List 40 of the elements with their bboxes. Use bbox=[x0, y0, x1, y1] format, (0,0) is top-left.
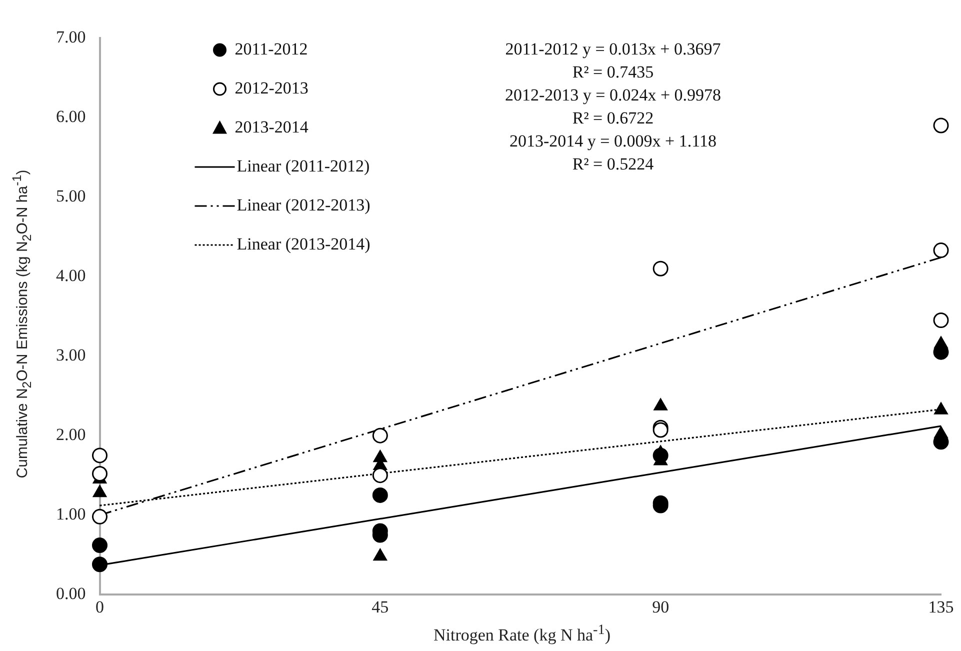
y-tick-label: 2.00 bbox=[56, 425, 86, 444]
y-tick-label: 1.00 bbox=[56, 504, 86, 524]
y-tick-label: 4.00 bbox=[56, 266, 86, 286]
legend-label: Linear (2012-2013) bbox=[236, 195, 370, 214]
x-axis-title: Nitrogen Rate (kg N ha$^{-1}$) bbox=[433, 622, 611, 646]
y-tick-label: 6.00 bbox=[56, 106, 86, 126]
point bbox=[372, 487, 388, 503]
point bbox=[373, 548, 387, 561]
point bbox=[92, 466, 108, 482]
point bbox=[652, 260, 668, 276]
x-tick-label: 90 bbox=[652, 597, 670, 616]
legend-label: 2012-2013 bbox=[234, 78, 308, 98]
annotation: R² = 0.6722 bbox=[572, 108, 654, 128]
point bbox=[92, 556, 108, 572]
point bbox=[92, 508, 108, 524]
legend-label: 2011-2012 bbox=[234, 39, 308, 58]
annotation: 2011-2012 y = 0.013x + 0.3697 bbox=[505, 39, 722, 58]
y-tick-label: 0.00 bbox=[56, 584, 86, 604]
legend-label: 2013-2014 bbox=[234, 117, 309, 136]
point bbox=[652, 448, 668, 464]
annotation: 2012-2013 y = 0.024x + 0.9978 bbox=[504, 85, 722, 104]
y-tick-label: 5.00 bbox=[56, 186, 86, 206]
legend-label: Linear (2011-2012) bbox=[236, 156, 370, 176]
point bbox=[933, 312, 949, 328]
x-tick-label: 135 bbox=[928, 597, 954, 616]
annotation: R² = 0.5224 bbox=[572, 154, 654, 174]
point bbox=[933, 118, 949, 134]
point bbox=[92, 538, 108, 554]
annotation: 2013-2014 y = 0.009x + 1.118 bbox=[510, 131, 716, 150]
x-tick-label: 0 bbox=[96, 597, 104, 616]
point bbox=[372, 428, 388, 444]
point bbox=[933, 242, 949, 258]
point bbox=[92, 448, 108, 464]
legend-label: Linear (2013-2014) bbox=[236, 234, 370, 254]
point bbox=[372, 468, 388, 484]
point bbox=[92, 485, 107, 498]
x-tick-label: 45 bbox=[372, 597, 389, 616]
y-tick-label: 3.00 bbox=[56, 346, 86, 365]
annotation: R² = 0.7435 bbox=[572, 62, 654, 82]
y-tick-label: 7.00 bbox=[56, 27, 86, 46]
